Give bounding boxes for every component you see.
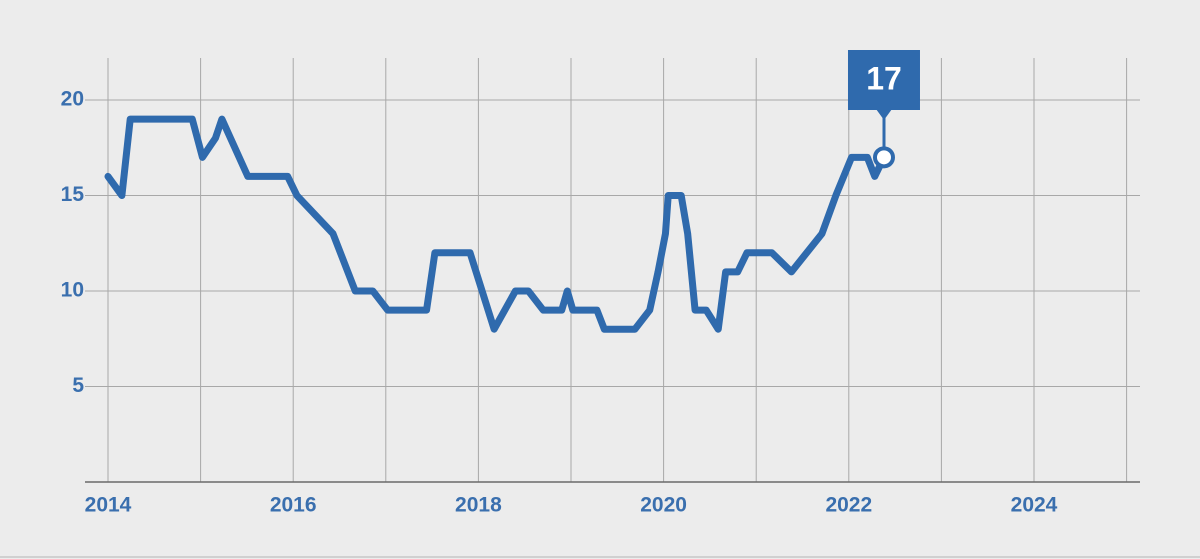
line bbox=[104, 115, 888, 333]
annotation-box bbox=[847, 50, 920, 110]
point-marker bbox=[872, 146, 895, 169]
y-tick-label: 10 bbox=[61, 279, 84, 302]
y-tick-label: 20 bbox=[61, 88, 84, 111]
y-tick-label: 5 bbox=[72, 374, 84, 397]
x-tick-label: 2020 bbox=[640, 494, 687, 517]
grid bbox=[85, 58, 1140, 483]
x-tick-label: 2022 bbox=[825, 494, 872, 517]
y-tick-label: 15 bbox=[61, 183, 85, 206]
x-tick-label: 2014 bbox=[85, 494, 132, 517]
x-tick-label: 2016 bbox=[270, 494, 317, 517]
x-tick-label: 2018 bbox=[455, 494, 502, 517]
plot: 17 bbox=[104, 50, 920, 333]
annotation-label: 17 bbox=[866, 60, 902, 96]
annotation-pointer bbox=[875, 109, 892, 120]
x-tick-label: 2024 bbox=[1011, 494, 1058, 517]
